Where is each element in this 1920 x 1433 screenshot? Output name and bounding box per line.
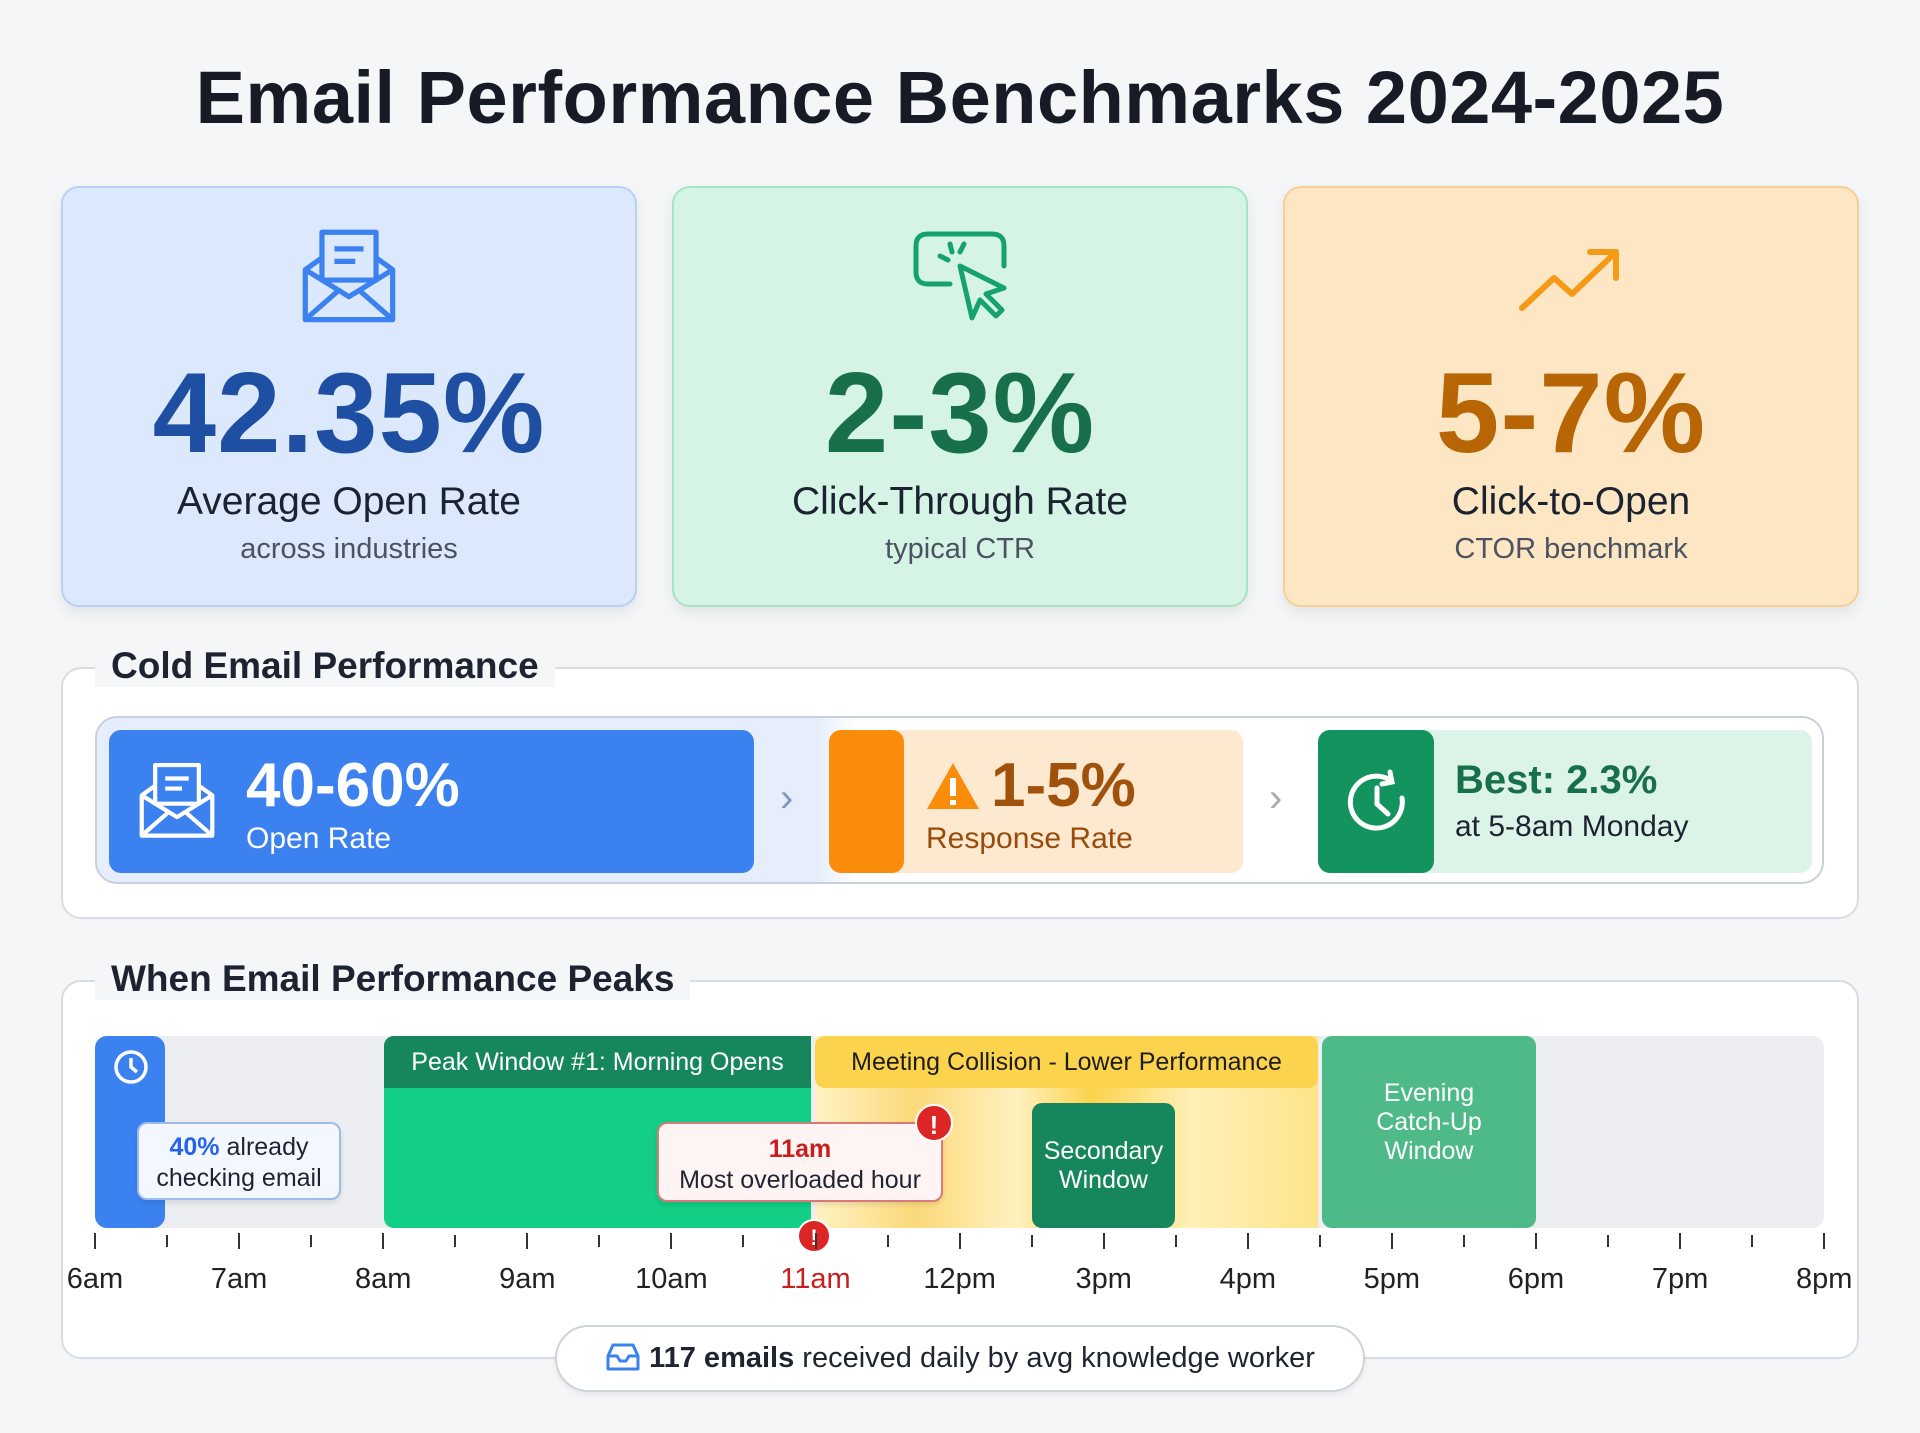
chevron-right-icon: › (1269, 776, 1283, 820)
axis-label: 6am (66, 1263, 124, 1295)
ctr-label: Click-Through Rate (792, 480, 1128, 523)
open-rate-value: 42.35% (152, 350, 546, 477)
axis-label: 12pm (923, 1263, 996, 1295)
open-rate-card: 42.35% Average Open Rate across industri… (61, 186, 637, 607)
response-value: 1-5% (991, 751, 1136, 820)
axis-minor-tick (742, 1235, 745, 1247)
axis-tick (1390, 1233, 1393, 1249)
axis-tick (94, 1233, 96, 1249)
cold-open-label: Open Rate (246, 822, 392, 855)
axis-minor-tick (886, 1235, 889, 1247)
ctor-label: Click-to-Open (1451, 480, 1691, 523)
axis-label: 6pm (1507, 1263, 1565, 1295)
early-pct: 40% (169, 1133, 220, 1161)
axis-label: 7pm (1651, 1263, 1709, 1295)
axis-minor-tick (1030, 1235, 1033, 1247)
axis-tick (1102, 1233, 1105, 1249)
axis-label: 3pm (1075, 1263, 1132, 1295)
orange-strip (829, 730, 904, 873)
open-rate-block: 40-60% Open Rate (109, 730, 754, 873)
axis-minor-tick (1318, 1235, 1321, 1247)
secondary-window: Secondary Window (1032, 1103, 1175, 1228)
axis-tick (526, 1233, 529, 1249)
early-callout: 40% already checking email (137, 1122, 341, 1200)
inbox-icon (606, 1343, 640, 1371)
axis-label: 4pm (1219, 1263, 1277, 1295)
cold-open-value: 40-60% (246, 751, 460, 820)
trend-up-icon (1519, 249, 1619, 311)
cold-email-title: Cold Email Performance (95, 645, 555, 687)
axis-minor-tick (310, 1235, 313, 1247)
axis-minor-tick (166, 1235, 169, 1247)
ctr-card: 2-3% Click-Through Rate typical CTR (672, 186, 1248, 607)
evening-window-label: Evening Catch-Up Window (1376, 1078, 1482, 1165)
axis-tick (814, 1233, 817, 1249)
axis-tick (1679, 1233, 1682, 1249)
secondary-window-label: Secondary Window (1043, 1136, 1164, 1194)
overload-time: 11am (768, 1135, 832, 1163)
axis-tick (1535, 1233, 1537, 1249)
overload-text: Most overloaded hour (679, 1166, 921, 1194)
axis-tick (238, 1233, 241, 1249)
envelope-open-icon (302, 229, 396, 323)
axis-label: 11am (780, 1263, 851, 1295)
ctor-sub: CTOR benchmark (1454, 533, 1688, 565)
axis-minor-tick (598, 1235, 601, 1247)
meeting-label: Meeting Collision - Lower Performance (815, 1036, 1318, 1088)
ctor-value: 5-7% (1435, 350, 1707, 477)
timeline-title: When Email Performance Peaks (95, 958, 691, 1000)
warning-icon (927, 763, 979, 809)
axis-label: 8pm (1795, 1263, 1853, 1295)
axis-label: 5pm (1363, 1263, 1421, 1295)
ctr-sub: typical CTR (885, 533, 1035, 565)
cursor-click-icon (913, 231, 1007, 321)
evening-window: Evening Catch-Up Window (1322, 1036, 1536, 1228)
footer-pill: 117 emails received daily by avg knowled… (555, 1325, 1365, 1392)
chevron-right-icon: › (780, 776, 794, 820)
page-title: Email Performance Benchmarks 2024-2025 (195, 56, 1725, 139)
axis-label: 10am (635, 1263, 708, 1295)
open-rate-sub: across industries (240, 533, 458, 565)
alert-icon: ! (915, 1104, 953, 1142)
axis-tick (670, 1233, 673, 1249)
footer-text: received daily by avg knowledge worker (794, 1342, 1315, 1374)
ctor-card: 5-7% Click-to-Open CTOR benchmark (1283, 186, 1859, 607)
axis-minor-tick (1462, 1235, 1465, 1247)
footer-count: 117 emails (649, 1342, 795, 1374)
axis-label: 8am (354, 1263, 412, 1295)
best-value: Best: 2.3% (1455, 758, 1658, 802)
axis-minor-tick (454, 1235, 457, 1247)
axis-tick (382, 1233, 385, 1249)
axis-minor-tick (1174, 1235, 1177, 1247)
best-time-block: Best: 2.3% at 5-8am Monday (1318, 730, 1812, 873)
overload-callout: 11am Most overloaded hour (657, 1122, 943, 1202)
axis-tick (1823, 1233, 1826, 1249)
axis-label: 9am (499, 1263, 556, 1295)
response-label: Response Rate (926, 822, 1133, 855)
alert-icon: ! (797, 1219, 831, 1253)
peak-window-label: Peak Window #1: Morning Opens (384, 1036, 811, 1088)
envelope-open-icon (139, 762, 215, 838)
axis-tick (1246, 1233, 1249, 1249)
axis-tick (958, 1233, 961, 1249)
axis-minor-tick (1751, 1235, 1754, 1247)
open-rate-label: Average Open Rate (176, 480, 521, 523)
best-label: at 5-8am Monday (1455, 810, 1689, 843)
response-block: 1-5% Response Rate (829, 730, 1243, 873)
axis-label: 7am (210, 1263, 268, 1295)
axis-minor-tick (1607, 1235, 1610, 1247)
early-text: already checking email (156, 1133, 322, 1192)
ctr-value: 2-3% (824, 350, 1096, 477)
clock-icon (114, 1050, 148, 1084)
clock-icon (1347, 769, 1405, 831)
